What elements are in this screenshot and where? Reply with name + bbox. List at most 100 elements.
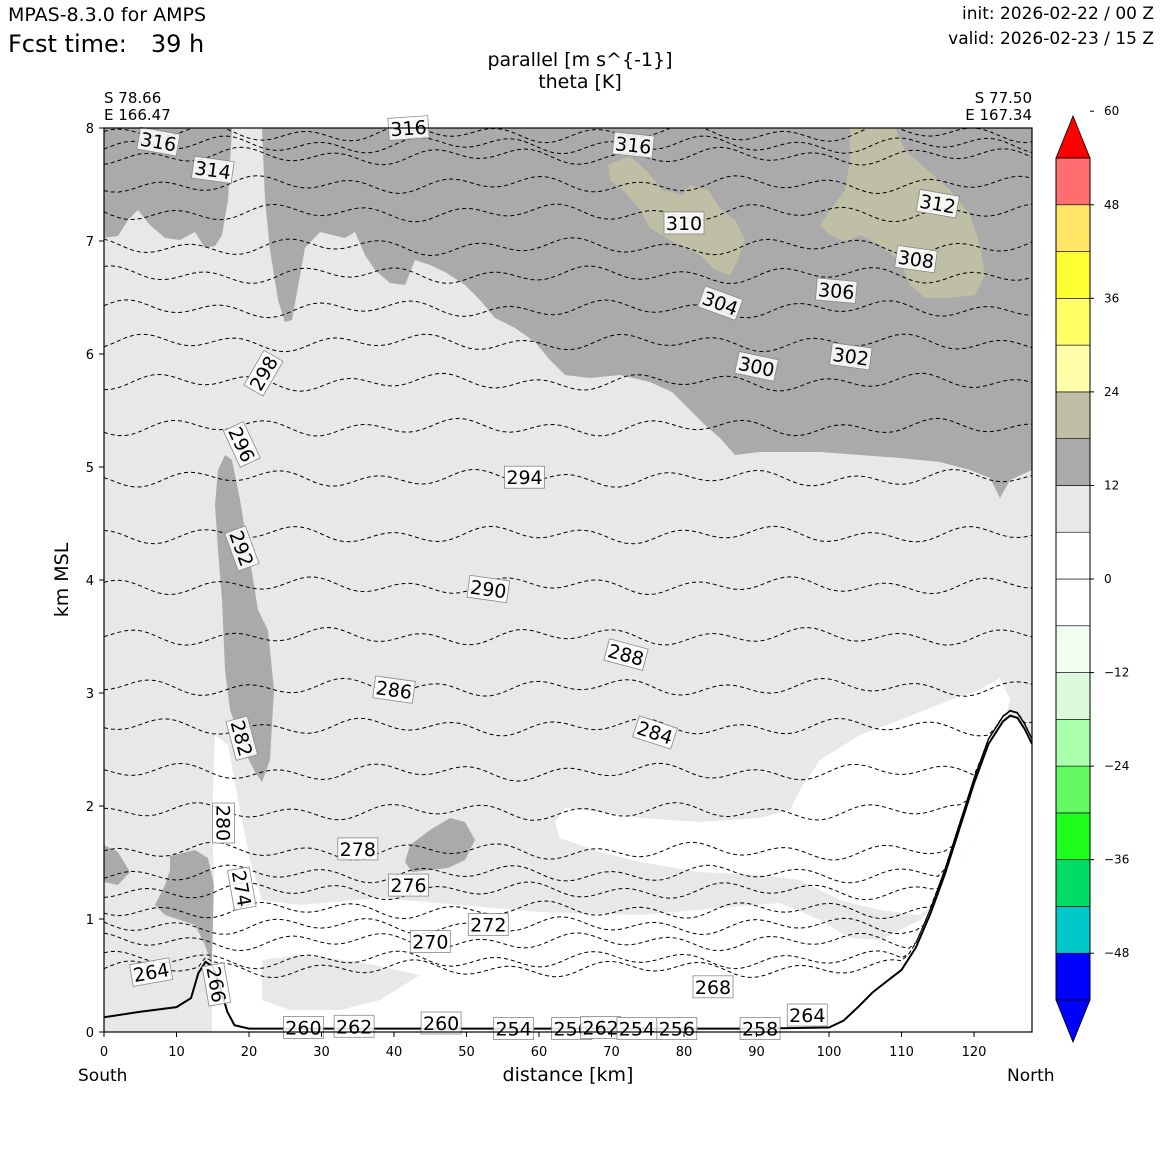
- colorbar-tick-label: 12: [1104, 478, 1119, 492]
- theta-contour-314: [104, 135, 1032, 155]
- contour-label-box: [829, 342, 873, 371]
- contour-label-box: [663, 211, 705, 235]
- colorbar-tick-label: −36: [1104, 853, 1129, 867]
- colorbar-tick-label: −24: [1104, 759, 1129, 773]
- contour-label-280: 280: [212, 802, 236, 844]
- contour-label-box: [493, 1017, 534, 1040]
- colorbar-extend-high: [1055, 114, 1091, 159]
- contour-label-text: 258: [742, 1019, 778, 1041]
- theta-contour-labels: 3163143163163103123083063043023002982962…: [129, 115, 960, 1041]
- north-direction-label: North: [1007, 1066, 1055, 1086]
- contour-label-box: [603, 638, 649, 671]
- south-direction-label: South: [78, 1066, 128, 1086]
- contour-label-302: 302: [829, 342, 873, 371]
- theta-contour-308: [104, 203, 1032, 223]
- contour-label-box: [420, 1011, 462, 1035]
- contour-label-262: 262: [333, 1014, 375, 1038]
- contour-label-text: 254: [619, 1019, 655, 1041]
- contour-label-316: 316: [611, 131, 655, 159]
- contour-label-text: 260: [285, 1018, 321, 1040]
- colorbar-segment: [1055, 812, 1091, 860]
- theta-contour-280: [104, 709, 1032, 821]
- contour-label-294: 294: [504, 465, 545, 489]
- contour-label-box: [692, 975, 734, 999]
- contour-label-box: [372, 675, 416, 704]
- colorbar-segment: [1055, 485, 1091, 533]
- contour-label-box: [282, 1016, 324, 1039]
- contour-label-290: 290: [466, 574, 511, 603]
- y-tick-label: 3: [86, 687, 94, 702]
- contour-label-text: 316: [614, 133, 652, 159]
- shade-light-lower-strip: [262, 955, 420, 1010]
- contour-label-text: 256: [659, 1019, 695, 1041]
- contour-label-text: 268: [695, 977, 731, 999]
- contour-label-300: 300: [734, 351, 779, 382]
- colorbar-tick-label: 48: [1104, 198, 1119, 212]
- x-tick-label: 110: [889, 1045, 914, 1060]
- contour-label-box: [734, 351, 779, 382]
- contour-label-286: 286: [372, 675, 416, 704]
- theta-contour-276: [104, 710, 1032, 884]
- contour-label-text: 294: [506, 467, 542, 489]
- theta-contour-296: [104, 417, 1032, 437]
- colorbar-segment: [1055, 859, 1091, 907]
- shade-white-lower: [212, 718, 1032, 1032]
- chart-subtitle: theta [K]: [538, 71, 622, 93]
- contour-label-box: [227, 866, 257, 911]
- theta-contour-302: [104, 299, 1032, 319]
- theta-contour-300: [104, 333, 1032, 353]
- contour-label-box: [814, 277, 858, 304]
- contour-label-310: 310: [663, 211, 705, 235]
- contour-label-256: 256: [656, 1017, 698, 1041]
- y-tick-label: 4: [86, 574, 94, 589]
- x-tick-label: 50: [458, 1045, 475, 1060]
- contour-label-270: 270: [409, 930, 451, 954]
- x-tick-label: 120: [962, 1045, 987, 1060]
- contour-label-box: [739, 1017, 781, 1040]
- colorbar-tick-label: 24: [1104, 385, 1119, 399]
- contour-label-box: [504, 465, 545, 489]
- colorbar-tick-label: −48: [1104, 946, 1129, 960]
- theta-contour-266: [104, 710, 1032, 970]
- left-endpoint-lon: E 166.47: [104, 106, 171, 124]
- colorbar-tick-label: 0: [1104, 572, 1112, 586]
- contour-label-262: 262: [580, 1016, 621, 1040]
- contour-label-box: [388, 873, 429, 897]
- contour-label-258: 258: [739, 1017, 781, 1041]
- contour-label-text: 280: [212, 805, 234, 841]
- theta-contour-306: [104, 237, 1032, 257]
- colorbar-extend-low: [1055, 999, 1091, 1044]
- contour-label-box: [915, 188, 960, 219]
- left-endpoint-lat: S 78.66: [104, 89, 162, 107]
- contour-label-264: 264: [786, 1003, 828, 1027]
- contour-label-box: [786, 1003, 828, 1027]
- contour-label-box: [224, 525, 260, 572]
- x-tick-label: 0: [100, 1045, 108, 1060]
- contour-label-268: 268: [692, 975, 734, 999]
- shade-white-mid: [555, 678, 1010, 915]
- contour-label-box: [129, 957, 174, 987]
- x-tick-label: 70: [603, 1045, 620, 1060]
- wind-shading-layer: [104, 128, 1032, 1032]
- forecast-time: Fcst time: 39 h: [8, 30, 204, 58]
- y-tick-label: 2: [86, 800, 94, 815]
- colorbar-segment: [1055, 578, 1091, 627]
- colorbar-segment: [1055, 438, 1091, 486]
- theta-contour-270: [104, 710, 1032, 935]
- model-name: MPAS-8.3.0 for AMPS: [8, 4, 207, 26]
- x-tick-label: 100: [817, 1045, 842, 1060]
- shade-tan-2: [820, 128, 985, 298]
- y-axis: 0 1 2 3 4 5 6 7 8: [86, 122, 104, 1041]
- contour-label-text: 302: [831, 344, 870, 371]
- contour-label-text: 270: [412, 932, 448, 954]
- contour-label-text: 276: [390, 875, 426, 897]
- contour-label-box: [201, 962, 232, 1007]
- colorbar-segment: [1055, 298, 1091, 346]
- contour-label-box: [243, 349, 284, 397]
- contour-label-text: 306: [817, 279, 855, 304]
- contour-label-text: 316: [390, 117, 428, 141]
- contour-label-272: 272: [467, 913, 509, 937]
- contour-label-314: 314: [191, 155, 235, 184]
- y-tick-label: 0: [86, 1026, 94, 1041]
